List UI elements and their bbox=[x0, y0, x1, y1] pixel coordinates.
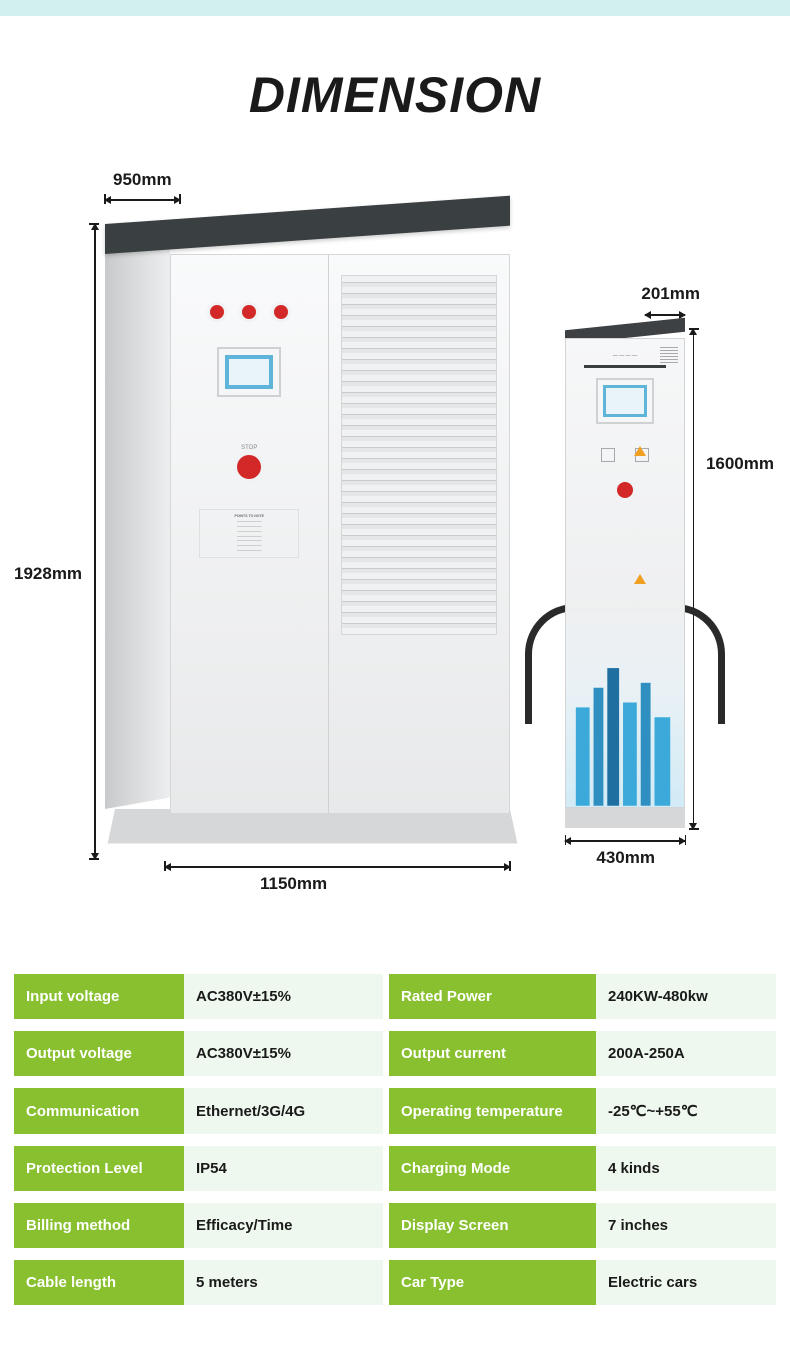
tick bbox=[689, 328, 699, 330]
spec-value: AC380V±15% bbox=[184, 974, 383, 1019]
spec-label: Protection Level bbox=[14, 1146, 184, 1191]
spec-label: Car Type bbox=[389, 1260, 596, 1305]
spec-value: Electric cars bbox=[596, 1260, 776, 1305]
dim-line-cabinet-depth bbox=[105, 199, 180, 201]
spec-label: Rated Power bbox=[389, 974, 596, 1019]
pile-vent bbox=[660, 347, 678, 363]
cabinet-base bbox=[108, 809, 518, 844]
spec-value: 240KW-480kw bbox=[596, 974, 776, 1019]
tick bbox=[179, 194, 181, 204]
spec-label: Display Screen bbox=[389, 1203, 596, 1248]
spec-label: Cable length bbox=[14, 1260, 184, 1305]
stop-label: STOP bbox=[171, 445, 328, 451]
spec-value: 7 inches bbox=[596, 1203, 776, 1248]
dim-pile-width: 430mm bbox=[596, 848, 655, 868]
tick bbox=[89, 858, 99, 860]
cabinet-front: STOP POINTS TO NOTE ————————————————————… bbox=[170, 254, 510, 814]
cabinet-unit: STOP POINTS TO NOTE ————————————————————… bbox=[105, 224, 510, 844]
pile-body: — — — — bbox=[565, 338, 685, 808]
charging-pile-unit: — — — — bbox=[565, 324, 685, 834]
spec-label: Output current bbox=[389, 1031, 596, 1076]
dim-line-pile-height bbox=[693, 329, 695, 829]
ventilation-grille bbox=[341, 275, 498, 635]
spec-value: -25℃~+55℃ bbox=[596, 1088, 776, 1134]
spec-value: Efficacy/Time bbox=[184, 1203, 383, 1248]
tick bbox=[164, 861, 166, 871]
emergency-stop-button bbox=[237, 455, 261, 479]
tick bbox=[509, 861, 511, 871]
indicator-button bbox=[242, 305, 256, 319]
spec-label: Communication bbox=[14, 1088, 184, 1134]
pile-strip bbox=[584, 365, 666, 368]
pile-base bbox=[565, 808, 685, 828]
dim-cabinet-depth: 950mm bbox=[113, 170, 172, 190]
cabinet-door-left: STOP POINTS TO NOTE ————————————————————… bbox=[171, 255, 329, 813]
cabinet-notice-panel: POINTS TO NOTE —————————————————————————… bbox=[199, 509, 299, 558]
indicator-button bbox=[210, 305, 224, 319]
pile-city-graphic bbox=[566, 607, 684, 807]
dim-cabinet-height: 1928mm bbox=[14, 564, 82, 584]
dim-line-cabinet-width bbox=[165, 866, 510, 868]
dim-line-pile-depth bbox=[645, 314, 685, 316]
spec-table: Input voltage AC380V±15% Rated Power 240… bbox=[0, 924, 790, 1335]
cabinet-display-screen bbox=[219, 349, 279, 395]
spec-label: Billing method bbox=[14, 1203, 184, 1248]
dimension-diagram: 950mm 1928mm 1150mm 201mm 1600mm 430mm bbox=[0, 154, 790, 924]
card-reader-icon bbox=[601, 448, 615, 462]
warning-triangle-icon bbox=[634, 574, 646, 584]
spec-value: IP54 bbox=[184, 1146, 383, 1191]
cabinet-side-panel bbox=[105, 238, 170, 809]
spec-value: Ethernet/3G/4G bbox=[184, 1088, 383, 1134]
cabinet-door-right bbox=[329, 255, 510, 813]
tick bbox=[565, 835, 567, 845]
cabinet-top-panel bbox=[105, 196, 510, 254]
spec-value: 200A-250A bbox=[596, 1031, 776, 1076]
spec-label: Output voltage bbox=[14, 1031, 184, 1076]
spec-value: 5 meters bbox=[184, 1260, 383, 1305]
title-container: DIMENSION bbox=[0, 16, 790, 154]
indicator-button bbox=[274, 305, 288, 319]
warning-triangle-icon bbox=[634, 446, 646, 456]
tick bbox=[89, 223, 99, 225]
spec-value: 4 kinds bbox=[596, 1146, 776, 1191]
spec-label: Operating temperature bbox=[389, 1088, 596, 1134]
dim-line-pile-width bbox=[565, 840, 685, 842]
tick bbox=[685, 835, 687, 845]
top-accent-bar bbox=[0, 0, 790, 16]
spec-value: AC380V±15% bbox=[184, 1031, 383, 1076]
notice-title: POINTS TO NOTE bbox=[235, 514, 265, 518]
dim-pile-height: 1600mm bbox=[706, 454, 774, 474]
page-title: DIMENSION bbox=[249, 66, 541, 124]
pile-stop-button bbox=[617, 482, 633, 498]
tick bbox=[104, 194, 106, 204]
dim-pile-depth: 201mm bbox=[641, 284, 700, 304]
tick bbox=[689, 828, 699, 830]
pile-display-screen bbox=[598, 380, 652, 422]
dim-cabinet-width: 1150mm bbox=[260, 874, 327, 894]
spec-label: Charging Mode bbox=[389, 1146, 596, 1191]
cabinet-indicator-row bbox=[171, 305, 328, 319]
dim-line-cabinet-height bbox=[94, 224, 96, 859]
spec-label: Input voltage bbox=[14, 974, 184, 1019]
pile-reader-row bbox=[576, 448, 674, 462]
